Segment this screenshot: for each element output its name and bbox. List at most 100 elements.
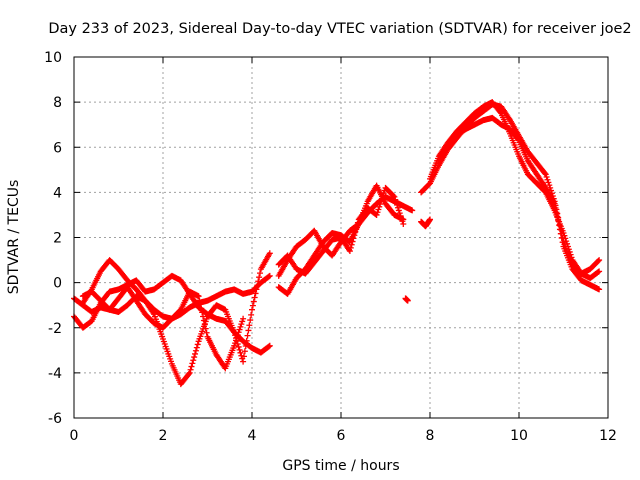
data-point — [596, 268, 603, 275]
data-point-marker — [392, 196, 399, 203]
data-point — [266, 342, 273, 349]
data-point-marker — [244, 332, 251, 339]
x-tick-label: 0 — [70, 428, 79, 444]
data-point-marker — [196, 297, 203, 304]
data-point-marker — [245, 327, 252, 334]
plot-frame — [73, 56, 609, 419]
x-tick-label: 10 — [510, 428, 528, 444]
data-point-marker — [194, 341, 201, 348]
data-point-marker — [541, 170, 548, 177]
data-point-marker — [188, 363, 195, 370]
data-point-marker — [198, 305, 205, 312]
data-point-marker — [235, 329, 242, 336]
data-point-marker — [192, 347, 199, 354]
x-tick-label: 4 — [248, 428, 257, 444]
data-point — [346, 248, 353, 255]
data-point-marker — [193, 344, 200, 351]
data-point-marker — [595, 257, 602, 264]
data-point-marker — [233, 334, 240, 341]
grid — [74, 57, 608, 418]
data-point-marker — [232, 337, 239, 344]
data-point-marker — [393, 199, 400, 206]
data-point-marker — [255, 278, 262, 285]
data-point — [195, 293, 202, 300]
data-point-marker — [564, 240, 571, 247]
data-points — [71, 99, 603, 388]
data-point-marker — [251, 294, 258, 301]
chart-title: Day 233 of 2023, Sidereal Day-to-day VTE… — [48, 21, 631, 37]
data-point — [249, 306, 255, 313]
data-point-marker — [394, 204, 401, 211]
data-point-marker — [558, 234, 565, 241]
data-point-marker — [351, 232, 358, 239]
series-track-11 — [418, 216, 433, 230]
data-point-marker — [378, 198, 385, 205]
data-point-marker — [236, 326, 243, 333]
data-point — [400, 220, 407, 227]
data-point — [596, 257, 603, 264]
data-point-marker — [515, 136, 522, 143]
data-point-marker — [199, 309, 206, 316]
data-point-marker — [399, 218, 406, 225]
data-point-marker — [546, 182, 553, 189]
data-point-marker — [197, 301, 204, 308]
data-point-marker — [239, 318, 246, 325]
data-point — [240, 358, 247, 365]
data-point-marker — [189, 360, 196, 367]
data-point-marker — [556, 226, 563, 233]
data-point-marker — [237, 349, 244, 356]
series-track-7 — [275, 184, 407, 277]
data-point-marker — [190, 357, 197, 364]
y-tick-label: 0 — [53, 276, 62, 292]
data-point-marker — [348, 241, 355, 248]
data-point-marker — [192, 350, 199, 357]
data-point-marker — [563, 238, 570, 245]
data-point — [391, 193, 398, 200]
data-point-marker — [554, 213, 561, 220]
series-track-1 — [71, 272, 273, 322]
data-point-marker — [557, 230, 564, 237]
data-point-marker — [252, 290, 259, 297]
data-point — [266, 272, 273, 279]
data-point-marker — [202, 325, 209, 332]
data-point-marker — [375, 206, 382, 213]
x-tick-label: 6 — [337, 428, 346, 444]
series-track-10 — [435, 114, 603, 293]
series-track-2 — [71, 272, 273, 356]
data-point-marker — [347, 244, 354, 251]
data-point — [551, 200, 558, 207]
data-point-marker — [265, 343, 272, 350]
data-point-marker — [248, 311, 255, 318]
series-track-3 — [79, 250, 273, 388]
data-point-marker — [234, 340, 241, 347]
series-track-9 — [427, 99, 603, 282]
data-point-marker — [247, 317, 254, 324]
data-point-marker — [398, 215, 405, 222]
data-point-marker — [238, 352, 245, 359]
data-point-marker — [235, 343, 242, 350]
data-point-marker — [559, 239, 566, 246]
data-point-marker — [200, 313, 207, 320]
data-point-marker — [497, 109, 504, 116]
y-tick-label: 4 — [53, 185, 62, 201]
data-point-marker — [352, 229, 359, 236]
data-point-marker — [249, 302, 256, 309]
x-axis-label: GPS time / hours — [282, 458, 399, 474]
data-point-marker — [553, 209, 560, 216]
data-point-marker — [232, 340, 239, 347]
data-point-marker — [237, 323, 244, 330]
data-point-marker — [246, 322, 253, 329]
y-tick-label: -4 — [48, 366, 62, 382]
data-point-marker — [185, 371, 192, 378]
data-point — [427, 216, 433, 223]
data-point-marker — [353, 225, 360, 232]
data-point-marker — [566, 248, 573, 255]
data-point-marker — [377, 201, 384, 208]
data-point — [266, 250, 273, 257]
data-point-marker — [265, 273, 272, 280]
data-point-marker — [396, 210, 403, 217]
data-point-marker — [243, 337, 250, 344]
data-point-marker — [397, 212, 404, 219]
data-point-marker — [380, 190, 387, 197]
